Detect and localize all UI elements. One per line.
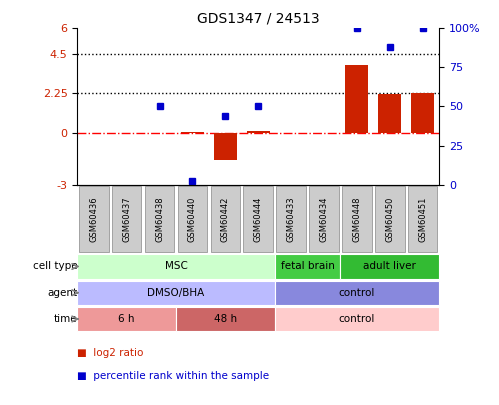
- Bar: [247, 131, 270, 132]
- Text: MSC: MSC: [165, 262, 188, 271]
- FancyBboxPatch shape: [274, 307, 439, 331]
- Title: GDS1347 / 24513: GDS1347 / 24513: [197, 12, 319, 26]
- Bar: [214, 132, 237, 160]
- Text: time: time: [54, 314, 77, 324]
- Text: 48 h: 48 h: [214, 314, 237, 324]
- Text: ■  percentile rank within the sample: ■ percentile rank within the sample: [77, 371, 269, 381]
- FancyBboxPatch shape: [77, 307, 176, 331]
- Text: GSM60436: GSM60436: [89, 196, 98, 242]
- FancyBboxPatch shape: [112, 186, 142, 252]
- Text: DMSO/BHA: DMSO/BHA: [147, 288, 205, 298]
- FancyBboxPatch shape: [274, 281, 439, 305]
- Text: GSM60442: GSM60442: [221, 196, 230, 242]
- Text: control: control: [339, 288, 375, 298]
- FancyBboxPatch shape: [211, 186, 240, 252]
- FancyBboxPatch shape: [178, 186, 207, 252]
- Text: GSM60438: GSM60438: [155, 196, 164, 242]
- FancyBboxPatch shape: [309, 186, 339, 252]
- FancyBboxPatch shape: [79, 186, 109, 252]
- Text: cell type: cell type: [33, 262, 77, 271]
- FancyBboxPatch shape: [375, 186, 405, 252]
- Bar: [411, 94, 434, 132]
- Bar: [378, 94, 401, 132]
- FancyBboxPatch shape: [145, 186, 174, 252]
- FancyBboxPatch shape: [244, 186, 273, 252]
- Text: ■  log2 ratio: ■ log2 ratio: [77, 348, 144, 358]
- Text: control: control: [339, 314, 375, 324]
- Text: GSM60440: GSM60440: [188, 196, 197, 242]
- Text: GSM60434: GSM60434: [319, 196, 328, 242]
- FancyBboxPatch shape: [176, 307, 274, 331]
- Text: GSM60444: GSM60444: [253, 196, 263, 242]
- Text: GSM60437: GSM60437: [122, 196, 131, 242]
- Text: GSM60433: GSM60433: [286, 196, 295, 242]
- Text: GSM60448: GSM60448: [352, 196, 361, 242]
- FancyBboxPatch shape: [408, 186, 438, 252]
- Text: GSM60451: GSM60451: [418, 196, 427, 242]
- FancyBboxPatch shape: [342, 186, 372, 252]
- Text: 6 h: 6 h: [118, 314, 135, 324]
- FancyBboxPatch shape: [77, 281, 274, 305]
- FancyBboxPatch shape: [77, 254, 274, 279]
- Bar: [345, 65, 368, 132]
- Text: GSM60450: GSM60450: [385, 196, 394, 242]
- FancyBboxPatch shape: [274, 254, 340, 279]
- Text: fetal brain: fetal brain: [280, 262, 334, 271]
- FancyBboxPatch shape: [276, 186, 306, 252]
- Text: adult liver: adult liver: [363, 262, 416, 271]
- FancyBboxPatch shape: [340, 254, 439, 279]
- Text: agent: agent: [47, 288, 77, 298]
